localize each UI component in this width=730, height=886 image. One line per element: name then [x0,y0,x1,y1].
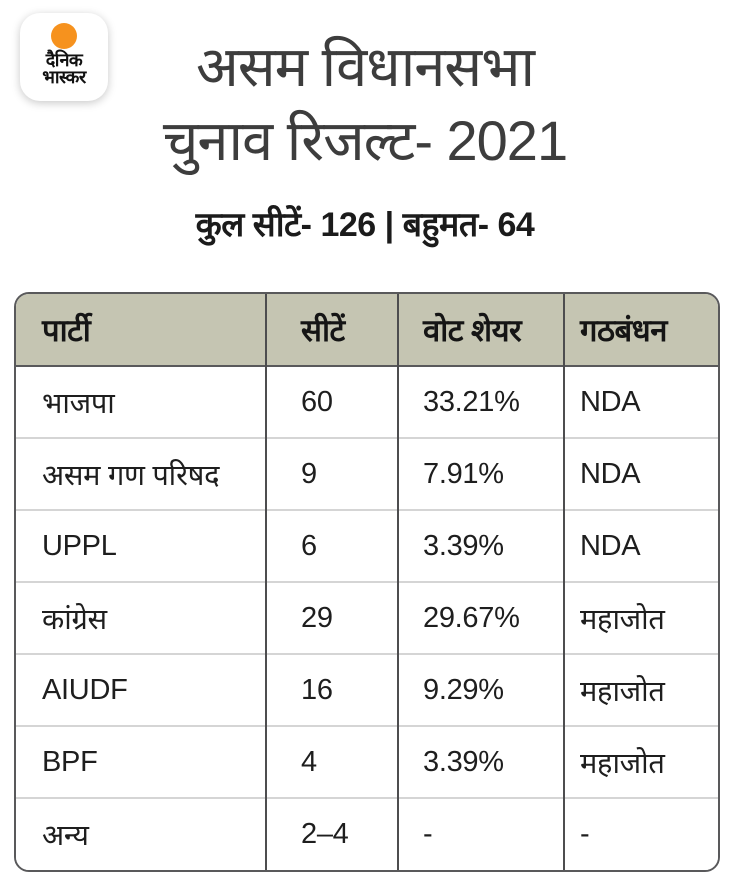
cell-party: असम गण परिषद [16,437,266,510]
page-title: असम विधानसभा चुनाव रिजल्ट- 2021 [0,0,730,178]
cell-seats: 2–4 [265,797,398,870]
cell-vote-share: 9.29% [397,653,564,726]
dainik-bhaskar-logo: दैनिक भास्कर [20,13,108,101]
cell-party: भाजपा [16,365,266,438]
column-header-alliance: गठबंधन [563,294,718,366]
cell-seats: 9 [265,437,398,510]
cell-alliance: NDA [563,365,718,438]
table-row: AIUDF 16 9.29% महाजोत [16,653,718,726]
sun-dot-icon [51,23,77,49]
column-header-seats: सीटें [265,294,398,366]
cell-alliance: महाजोत [563,725,718,798]
cell-seats: 6 [265,509,398,582]
cell-party: अन्य [16,797,266,870]
cell-alliance: महाजोत [563,653,718,726]
cell-seats: 4 [265,725,398,798]
table-header-row: पार्टी सीटें वोट शेयर गठबंधन [16,294,718,366]
table-row: UPPL 6 3.39% NDA [16,509,718,582]
cell-seats: 60 [265,365,398,438]
cell-seats: 16 [265,653,398,726]
results-table: पार्टी सीटें वोट शेयर गठबंधन भाजपा 60 33… [14,292,720,872]
table-row: असम गण परिषद 9 7.91% NDA [16,437,718,510]
cell-vote-share: 33.21% [397,365,564,438]
cell-vote-share: 29.67% [397,581,564,654]
logo-text: दैनिक भास्कर [42,50,86,88]
table-row: कांग्रेस 29 29.67% महाजोत [16,581,718,654]
column-header-party: पार्टी [16,294,266,366]
seats-majority-subtitle: कुल सीटें- 126 | बहुमत- 64 [195,205,535,244]
cell-alliance: NDA [563,437,718,510]
cell-party: UPPL [16,509,266,582]
cell-alliance: - [563,797,718,870]
table-row: BPF 4 3.39% महाजोत [16,725,718,798]
logo-text-line2: भास्कर [42,67,86,88]
cell-vote-share: 3.39% [397,509,564,582]
cell-seats: 29 [265,581,398,654]
cell-party: BPF [16,725,266,798]
cell-alliance: महाजोत [563,581,718,654]
column-header-vote-share: वोट शेयर [397,294,564,366]
cell-vote-share: 7.91% [397,437,564,510]
table-row: भाजपा 60 33.21% NDA [16,365,718,438]
page-title-line2: चुनाव रिजल्ट- 2021 [162,108,568,172]
table-row: अन्य 2–4 - - [16,797,718,870]
page-title-line1: असम विधानसभा [195,35,535,98]
logo-text-line1: दैनिक [45,50,83,70]
cell-vote-share: - [397,797,564,870]
cell-vote-share: 3.39% [397,725,564,798]
cell-party: AIUDF [16,653,266,726]
cell-party: कांग्रेस [16,581,266,654]
cell-alliance: NDA [563,509,718,582]
